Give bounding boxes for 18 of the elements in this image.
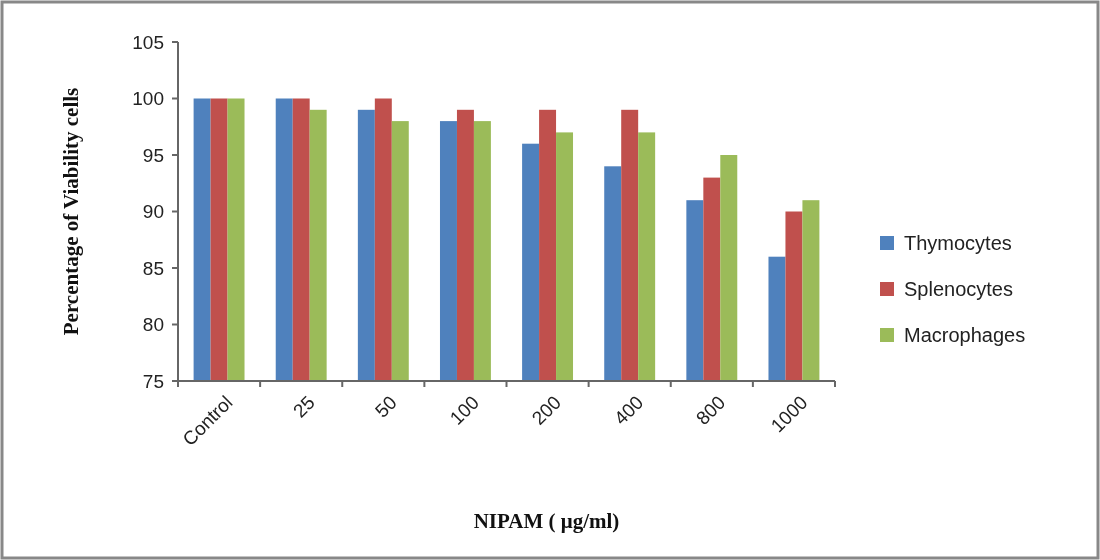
y-tick-label: 85 — [142, 257, 164, 279]
x-tick-label: 800 — [692, 391, 730, 429]
x-axis-title: NIPAM ( μg/ml) — [473, 509, 620, 533]
y-tick-label: 75 — [142, 370, 164, 392]
y-tick-label: 105 — [132, 31, 164, 53]
legend-label: Splenocytes — [904, 278, 1013, 300]
legend-label: Thymocytes — [904, 232, 1012, 254]
y-axis-title: Percentage of Viability cells — [59, 87, 83, 336]
x-tick-label: 50 — [371, 391, 401, 422]
legend-label: Macrophages — [904, 324, 1026, 346]
x-tick-label: 100 — [445, 391, 483, 429]
y-tick-label: 90 — [142, 201, 164, 223]
x-tick-label: 200 — [527, 391, 566, 429]
x-tick-label: 25 — [288, 391, 319, 422]
y-tick-label: 95 — [142, 144, 164, 166]
y-tick-label: 100 — [132, 88, 164, 110]
x-tick-label: 400 — [609, 391, 648, 429]
y-tick-label: 80 — [142, 314, 164, 336]
